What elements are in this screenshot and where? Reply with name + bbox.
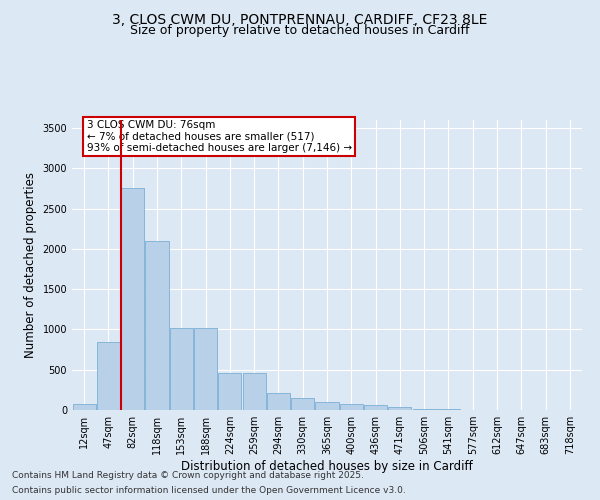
Bar (340, 404, 363, 410)
Text: Contains public sector information licensed under the Open Government Licence v3: Contains public sector information licen… (12, 486, 406, 495)
Bar (413, 409, 436, 410)
Bar (388, 407, 412, 410)
Bar (242, 373, 266, 410)
Y-axis label: Number of detached properties: Number of detached properties (24, 172, 37, 358)
Bar (170, 328, 193, 410)
Text: Contains HM Land Registry data © Crown copyright and database right 2025.: Contains HM Land Registry data © Crown c… (12, 471, 364, 480)
Bar (97, 342, 120, 410)
Text: Size of property relative to detached houses in Cardiff: Size of property relative to detached ho… (130, 24, 470, 37)
Bar (73, 404, 95, 410)
Text: 3 CLOS CWM DU: 76sqm
← 7% of detached houses are smaller (517)
93% of semi-detac: 3 CLOS CWM DU: 76sqm ← 7% of detached ho… (86, 120, 352, 153)
Bar (121, 188, 144, 410)
X-axis label: Distribution of detached houses by size in Cardiff: Distribution of detached houses by size … (181, 460, 473, 473)
Bar (194, 328, 217, 410)
Bar (267, 393, 290, 410)
Bar (291, 398, 314, 410)
Bar (145, 241, 169, 410)
Text: 3, CLOS CWM DU, PONTPRENNAU, CARDIFF, CF23 8LE: 3, CLOS CWM DU, PONTPRENNAU, CARDIFF, CF… (112, 12, 488, 26)
Bar (218, 373, 241, 410)
Bar (316, 402, 338, 410)
Bar (364, 405, 387, 410)
